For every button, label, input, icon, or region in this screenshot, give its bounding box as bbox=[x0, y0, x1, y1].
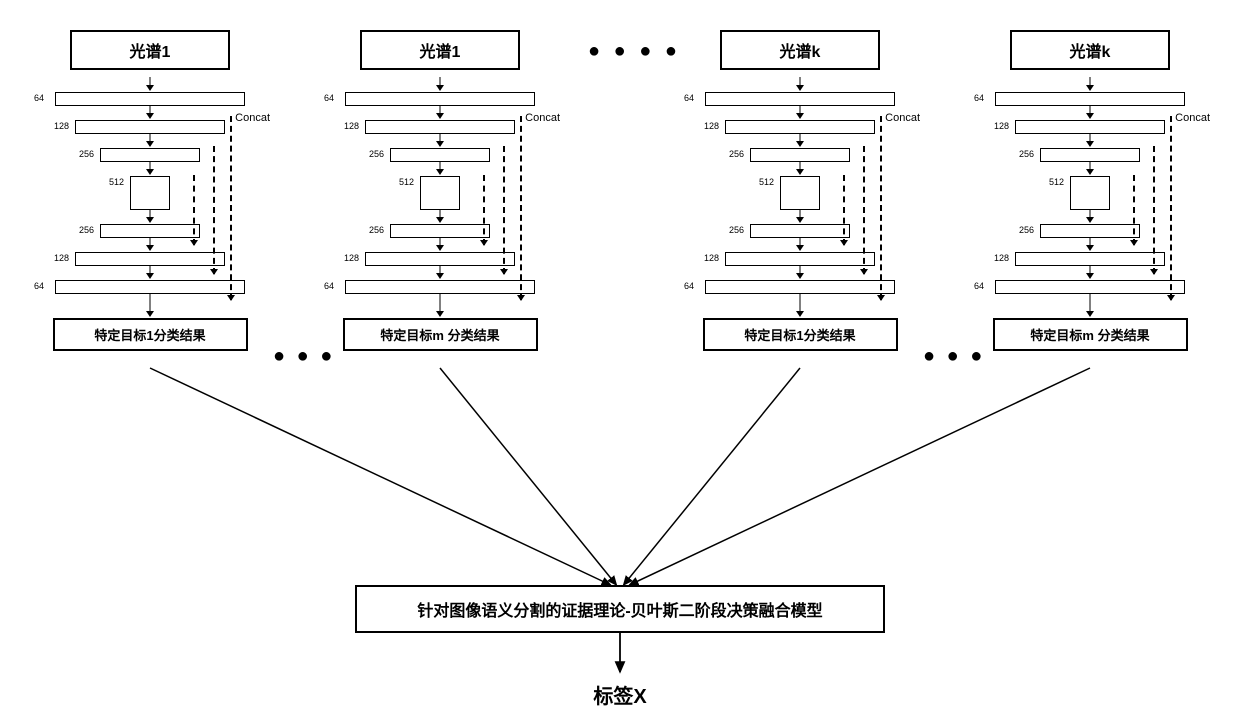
skip-connection bbox=[193, 175, 195, 245]
encoder-layer: 64 bbox=[995, 92, 1185, 106]
spectrum-input-box: 光谱k bbox=[1010, 30, 1170, 70]
layer-channel-label: 256 bbox=[79, 149, 94, 159]
concat-label: Concat bbox=[1175, 112, 1210, 124]
layer-channel-label: 512 bbox=[759, 177, 774, 187]
spectrum-input-box: 光谱1 bbox=[360, 30, 520, 70]
classification-result-box: 特定目标m 分类结果 bbox=[343, 318, 538, 351]
encoder-layer: 128 bbox=[1015, 120, 1165, 134]
skip-connection bbox=[843, 175, 845, 245]
layer-channel-label: 256 bbox=[729, 225, 744, 235]
encoder-layer: 256 bbox=[1040, 148, 1140, 162]
classification-result-box: 特定目标m 分类结果 bbox=[993, 318, 1188, 351]
decoder-layer: 256 bbox=[1040, 224, 1140, 238]
classification-result-box: 特定目标1分类结果 bbox=[703, 318, 898, 351]
ellipsis-dots: ● ● ● bbox=[273, 345, 335, 368]
decoder-layer: 64 bbox=[55, 280, 245, 294]
layer-channel-label: 64 bbox=[974, 93, 984, 103]
decoder-layer: 64 bbox=[995, 280, 1185, 294]
encoder-layer: 256 bbox=[750, 148, 850, 162]
encoder-layer: 128 bbox=[75, 120, 225, 134]
layer-channel-label: 64 bbox=[684, 93, 694, 103]
layer-channel-label: 256 bbox=[369, 149, 384, 159]
layer-channel-label: 128 bbox=[704, 121, 719, 131]
network-branch: 光谱k6412825651225612864特定目标m 分类结果Concat bbox=[980, 30, 1200, 351]
spectrum-input-box: 光谱1 bbox=[70, 30, 230, 70]
layer-channel-label: 128 bbox=[704, 253, 719, 263]
output-label: 标签X bbox=[593, 680, 646, 709]
ellipsis-dots: ● ● ● bbox=[923, 345, 985, 368]
layer-channel-label: 256 bbox=[79, 225, 94, 235]
layer-channel-label: 128 bbox=[344, 253, 359, 263]
skip-connection bbox=[880, 116, 882, 300]
encoder-layer: 256 bbox=[100, 148, 200, 162]
layer-channel-label: 128 bbox=[54, 253, 69, 263]
decoder-layer: 64 bbox=[705, 280, 895, 294]
spectrum-input-box: 光谱k bbox=[720, 30, 880, 70]
network-branch: 光谱16412825651225612864特定目标1分类结果Concat bbox=[40, 30, 260, 351]
skip-connection bbox=[1153, 146, 1155, 274]
skip-connection bbox=[503, 146, 505, 274]
layer-channel-label: 64 bbox=[324, 281, 334, 291]
layer-channel-label: 512 bbox=[109, 177, 124, 187]
skip-connection bbox=[213, 146, 215, 274]
decoder-layer: 128 bbox=[1015, 252, 1165, 266]
classification-result-box: 特定目标1分类结果 bbox=[53, 318, 248, 351]
encoder-layer: 512 bbox=[420, 176, 460, 210]
encoder-layer: 512 bbox=[130, 176, 170, 210]
layer-channel-label: 64 bbox=[974, 281, 984, 291]
decoder-layer: 64 bbox=[345, 280, 535, 294]
encoder-layer: 256 bbox=[390, 148, 490, 162]
decoder-layer: 128 bbox=[365, 252, 515, 266]
concat-label: Concat bbox=[885, 112, 920, 124]
decoder-layer: 256 bbox=[750, 224, 850, 238]
concat-label: Concat bbox=[235, 112, 270, 124]
fusion-model-box: 针对图像语义分割的证据理论-贝叶斯二阶段决策融合模型 bbox=[355, 585, 885, 633]
layer-channel-label: 128 bbox=[344, 121, 359, 131]
layer-channel-label: 64 bbox=[324, 93, 334, 103]
layer-channel-label: 128 bbox=[994, 253, 1009, 263]
decoder-layer: 128 bbox=[75, 252, 225, 266]
layer-channel-label: 64 bbox=[684, 281, 694, 291]
layer-channel-label: 128 bbox=[54, 121, 69, 131]
layer-channel-label: 256 bbox=[369, 225, 384, 235]
skip-connection bbox=[1133, 175, 1135, 245]
layer-channel-label: 256 bbox=[729, 149, 744, 159]
concat-label: Concat bbox=[525, 112, 560, 124]
decoder-layer: 128 bbox=[725, 252, 875, 266]
encoder-layer: 128 bbox=[725, 120, 875, 134]
encoder-layer: 64 bbox=[345, 92, 535, 106]
skip-connection bbox=[520, 116, 522, 300]
encoder-layer: 64 bbox=[55, 92, 245, 106]
layer-channel-label: 64 bbox=[34, 93, 44, 103]
decoder-layer: 256 bbox=[100, 224, 200, 238]
skip-connection bbox=[863, 146, 865, 274]
layer-channel-label: 512 bbox=[399, 177, 414, 187]
layer-channel-label: 128 bbox=[994, 121, 1009, 131]
layer-channel-label: 64 bbox=[34, 281, 44, 291]
layer-channel-label: 256 bbox=[1019, 149, 1034, 159]
layer-channel-label: 512 bbox=[1049, 177, 1064, 187]
encoder-layer: 128 bbox=[365, 120, 515, 134]
decoder-layer: 256 bbox=[390, 224, 490, 238]
skip-connection bbox=[1170, 116, 1172, 300]
encoder-layer: 64 bbox=[705, 92, 895, 106]
layer-channel-label: 256 bbox=[1019, 225, 1034, 235]
skip-connection bbox=[483, 175, 485, 245]
encoder-layer: 512 bbox=[1070, 176, 1110, 210]
ellipsis-dots: ● ● ● ● bbox=[588, 40, 681, 63]
network-branch: 光谱k6412825651225612864特定目标1分类结果Concat bbox=[690, 30, 910, 351]
encoder-layer: 512 bbox=[780, 176, 820, 210]
network-branch: 光谱16412825651225612864特定目标m 分类结果Concat bbox=[330, 30, 550, 351]
skip-connection bbox=[230, 116, 232, 300]
